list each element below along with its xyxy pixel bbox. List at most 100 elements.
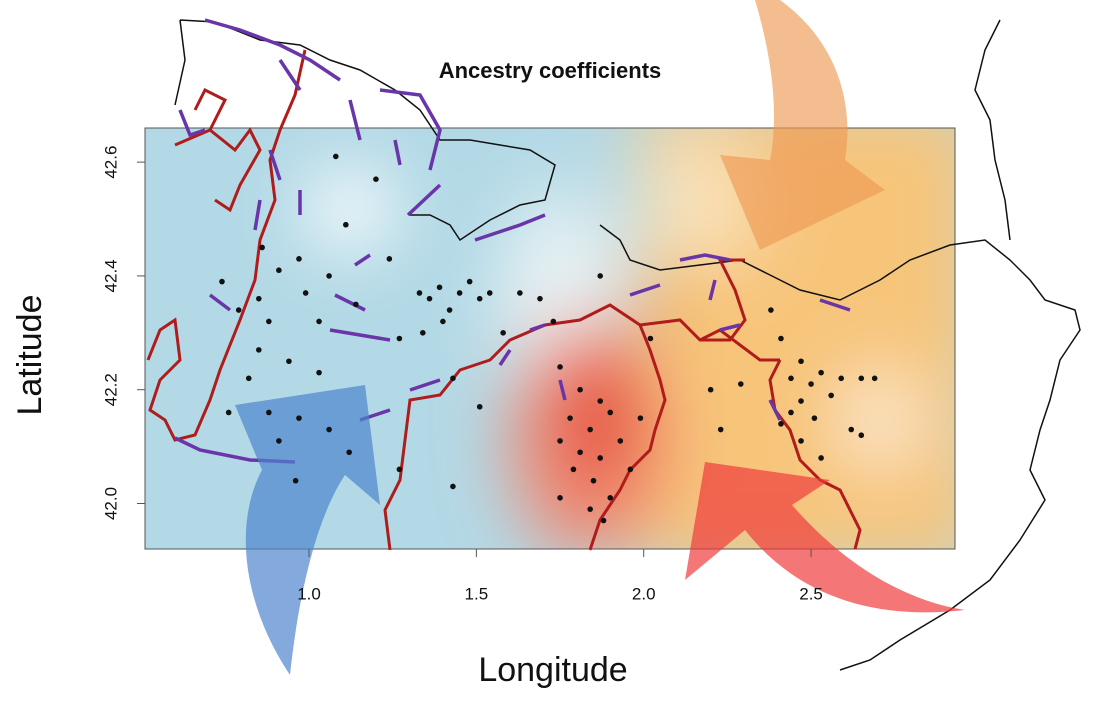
sample-point xyxy=(256,295,262,302)
sample-point xyxy=(577,386,583,393)
sample-point xyxy=(838,375,844,382)
sample-point xyxy=(587,506,593,512)
sample-point xyxy=(707,386,714,393)
sample-point xyxy=(302,290,309,296)
sample-point xyxy=(737,381,744,387)
sample-point xyxy=(788,375,794,382)
sample-point xyxy=(587,426,593,433)
sample-point xyxy=(647,335,654,342)
sample-point xyxy=(219,278,225,285)
sample-point xyxy=(798,438,804,444)
sample-point xyxy=(353,301,359,308)
sample-point xyxy=(577,449,583,456)
y-tick-label: 42.0 xyxy=(101,487,120,520)
sample-point xyxy=(828,392,834,399)
sample-point xyxy=(245,375,252,382)
sample-point xyxy=(617,438,624,444)
sample-point xyxy=(486,290,493,296)
sample-point xyxy=(778,421,784,427)
x-tick-label: 1.5 xyxy=(465,584,489,603)
sample-point xyxy=(590,477,597,484)
sample-point xyxy=(557,364,563,370)
x-tick-label: 2.0 xyxy=(632,584,656,603)
sample-point xyxy=(607,409,614,416)
sample-point xyxy=(286,358,292,365)
sample-point xyxy=(627,466,634,473)
y-axis-label: Latitude xyxy=(11,295,49,416)
sample-point xyxy=(597,455,604,461)
sample-point xyxy=(386,256,393,262)
sample-point xyxy=(420,330,426,336)
sample-point xyxy=(476,403,483,410)
sample-point xyxy=(788,409,794,416)
sample-point xyxy=(326,273,332,279)
sample-point xyxy=(296,256,302,262)
purple-borders xyxy=(174,18,851,464)
sample-point xyxy=(450,375,456,382)
sample-point xyxy=(416,290,423,296)
sample-point xyxy=(818,455,824,461)
sample-point xyxy=(570,466,577,473)
sample-point xyxy=(500,330,506,336)
arrows xyxy=(235,0,965,675)
sample-point xyxy=(276,267,282,274)
sample-point xyxy=(607,494,614,501)
y-tick-label: 42.4 xyxy=(101,259,120,292)
sample-point xyxy=(600,517,607,524)
sample-point xyxy=(848,426,855,433)
sample-point xyxy=(266,409,272,416)
sample-point xyxy=(517,290,523,296)
sample-point xyxy=(537,295,543,302)
sample-point xyxy=(332,153,339,160)
sample-point xyxy=(373,176,379,183)
sample-point xyxy=(811,415,818,421)
x-tick-label: 2.5 xyxy=(799,584,823,603)
coastline xyxy=(174,19,1081,671)
sample-point xyxy=(768,307,774,313)
sample-point xyxy=(326,426,332,433)
sample-point xyxy=(343,221,349,228)
sample-point xyxy=(450,483,456,490)
sample-point xyxy=(557,494,563,501)
sample-point xyxy=(778,335,784,342)
sample-point xyxy=(225,409,232,416)
sample-point xyxy=(292,477,299,484)
sample-point xyxy=(717,426,724,433)
sample-point xyxy=(396,466,403,473)
sample-point xyxy=(858,432,865,439)
sample-point xyxy=(426,295,433,302)
sample-point xyxy=(597,398,604,404)
y-tick-label: 42.6 xyxy=(101,146,120,179)
sample-point xyxy=(235,307,242,313)
x-axis-label: Longitude xyxy=(478,651,627,689)
sample-point xyxy=(597,273,604,279)
chart-title: Ancestry coefficients xyxy=(439,58,662,83)
sample-point xyxy=(276,438,282,444)
sample-point xyxy=(436,284,443,291)
sample-point xyxy=(456,290,463,296)
sample-point xyxy=(266,318,272,325)
sample-point xyxy=(557,438,563,444)
sample-point xyxy=(808,381,814,387)
sample-point xyxy=(440,318,446,325)
sample-point xyxy=(637,415,644,421)
x-tick-label: 1.0 xyxy=(297,584,321,603)
sample-point xyxy=(550,318,557,325)
red-borders xyxy=(146,49,862,551)
sample-point xyxy=(346,449,352,456)
sample-point xyxy=(858,375,865,382)
sample-point xyxy=(396,335,403,342)
sample-point xyxy=(296,415,302,421)
y-tick-label: 42.2 xyxy=(101,373,120,406)
sample-point xyxy=(466,278,473,285)
sample-point xyxy=(567,415,573,421)
sample-point xyxy=(446,307,453,313)
sample-point xyxy=(316,369,322,376)
plot-frame xyxy=(144,127,956,550)
sample-point xyxy=(259,244,265,251)
sample-point xyxy=(798,358,804,365)
sample-point xyxy=(476,295,483,302)
sample-point xyxy=(798,398,804,404)
